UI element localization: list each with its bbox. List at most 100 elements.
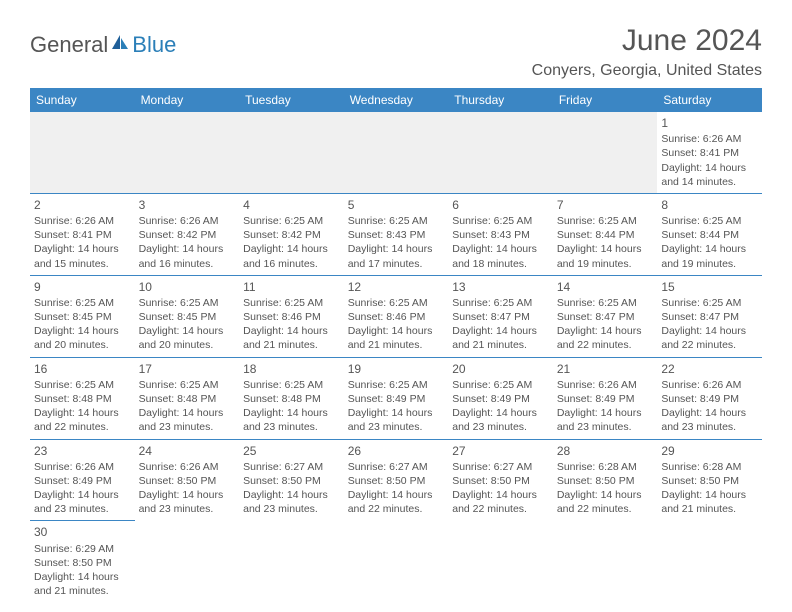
sunrise-text: Sunrise: 6:26 AM (139, 460, 236, 474)
day-number: 10 (139, 279, 236, 295)
daylight-text: Daylight: 14 hours (34, 324, 131, 338)
daylight-text: Daylight: 14 hours (243, 406, 340, 420)
daylight-text: Daylight: 14 hours (557, 406, 654, 420)
sunrise-text: Sunrise: 6:25 AM (452, 296, 549, 310)
calendar-day-cell: 22Sunrise: 6:26 AMSunset: 8:49 PMDayligh… (657, 357, 762, 439)
daylight-text: and 18 minutes. (452, 257, 549, 271)
calendar-day-cell: 13Sunrise: 6:25 AMSunset: 8:47 PMDayligh… (448, 275, 553, 357)
daylight-text: Daylight: 14 hours (34, 488, 131, 502)
day-number: 25 (243, 443, 340, 459)
sunset-text: Sunset: 8:49 PM (452, 392, 549, 406)
daylight-text: Daylight: 14 hours (557, 242, 654, 256)
daylight-text: and 14 minutes. (661, 175, 758, 189)
sunset-text: Sunset: 8:46 PM (243, 310, 340, 324)
calendar-day-cell: 26Sunrise: 6:27 AMSunset: 8:50 PMDayligh… (344, 439, 449, 521)
daylight-text: and 23 minutes. (243, 420, 340, 434)
daylight-text: and 15 minutes. (34, 257, 131, 271)
day-number: 1 (661, 115, 758, 131)
sunrise-text: Sunrise: 6:26 AM (34, 460, 131, 474)
calendar-day-cell: 16Sunrise: 6:25 AMSunset: 8:48 PMDayligh… (30, 357, 135, 439)
calendar-day-cell: 25Sunrise: 6:27 AMSunset: 8:50 PMDayligh… (239, 439, 344, 521)
sunset-text: Sunset: 8:46 PM (348, 310, 445, 324)
calendar-head: Sunday Monday Tuesday Wednesday Thursday… (30, 88, 762, 112)
daylight-text: Daylight: 14 hours (557, 324, 654, 338)
sunset-text: Sunset: 8:48 PM (243, 392, 340, 406)
weekday-header: Thursday (448, 88, 553, 112)
calendar-day-cell: 17Sunrise: 6:25 AMSunset: 8:48 PMDayligh… (135, 357, 240, 439)
calendar-day-cell: 10Sunrise: 6:25 AMSunset: 8:45 PMDayligh… (135, 275, 240, 357)
daylight-text: Daylight: 14 hours (139, 324, 236, 338)
daylight-text: and 22 minutes. (452, 502, 549, 516)
daylight-text: and 21 minutes. (661, 502, 758, 516)
calendar-week-row: 30Sunrise: 6:29 AMSunset: 8:50 PMDayligh… (30, 521, 762, 602)
daylight-text: Daylight: 14 hours (348, 488, 445, 502)
calendar-day-cell: 5Sunrise: 6:25 AMSunset: 8:43 PMDaylight… (344, 193, 449, 275)
sunset-text: Sunset: 8:50 PM (34, 556, 131, 570)
calendar-day-cell: 20Sunrise: 6:25 AMSunset: 8:49 PMDayligh… (448, 357, 553, 439)
daylight-text: Daylight: 14 hours (139, 242, 236, 256)
daylight-text: and 22 minutes. (557, 338, 654, 352)
sunset-text: Sunset: 8:49 PM (348, 392, 445, 406)
daylight-text: and 20 minutes. (34, 338, 131, 352)
daylight-text: Daylight: 14 hours (243, 242, 340, 256)
calendar-day-cell: 1Sunrise: 6:26 AMSunset: 8:41 PMDaylight… (657, 112, 762, 193)
sunrise-text: Sunrise: 6:25 AM (557, 214, 654, 228)
weekday-header: Wednesday (344, 88, 449, 112)
daylight-text: and 23 minutes. (452, 420, 549, 434)
day-number: 13 (452, 279, 549, 295)
daylight-text: and 22 minutes. (661, 338, 758, 352)
day-number: 18 (243, 361, 340, 377)
daylight-text: and 21 minutes. (243, 338, 340, 352)
sunrise-text: Sunrise: 6:25 AM (34, 378, 131, 392)
sunrise-text: Sunrise: 6:25 AM (34, 296, 131, 310)
sail-icon (110, 33, 130, 58)
calendar-day-cell: 12Sunrise: 6:25 AMSunset: 8:46 PMDayligh… (344, 275, 449, 357)
day-number: 9 (34, 279, 131, 295)
logo-text-general: General (30, 32, 108, 58)
sunset-text: Sunset: 8:47 PM (557, 310, 654, 324)
calendar-day-cell (553, 112, 658, 193)
sunset-text: Sunset: 8:41 PM (34, 228, 131, 242)
calendar-day-cell (344, 521, 449, 602)
sunrise-text: Sunrise: 6:26 AM (661, 378, 758, 392)
weekday-header: Monday (135, 88, 240, 112)
sunrise-text: Sunrise: 6:25 AM (348, 296, 445, 310)
daylight-text: and 22 minutes. (34, 420, 131, 434)
sunset-text: Sunset: 8:42 PM (243, 228, 340, 242)
calendar-week-row: 9Sunrise: 6:25 AMSunset: 8:45 PMDaylight… (30, 275, 762, 357)
daylight-text: and 20 minutes. (139, 338, 236, 352)
sunset-text: Sunset: 8:50 PM (557, 474, 654, 488)
calendar-day-cell (553, 521, 658, 602)
logo: General Blue (30, 24, 176, 58)
calendar-day-cell: 18Sunrise: 6:25 AMSunset: 8:48 PMDayligh… (239, 357, 344, 439)
daylight-text: Daylight: 14 hours (661, 242, 758, 256)
calendar-day-cell: 15Sunrise: 6:25 AMSunset: 8:47 PMDayligh… (657, 275, 762, 357)
calendar-day-cell: 2Sunrise: 6:26 AMSunset: 8:41 PMDaylight… (30, 193, 135, 275)
daylight-text: Daylight: 14 hours (661, 406, 758, 420)
daylight-text: and 23 minutes. (661, 420, 758, 434)
daylight-text: Daylight: 14 hours (557, 488, 654, 502)
calendar-day-cell: 19Sunrise: 6:25 AMSunset: 8:49 PMDayligh… (344, 357, 449, 439)
day-number: 7 (557, 197, 654, 213)
daylight-text: Daylight: 14 hours (243, 488, 340, 502)
calendar-day-cell (30, 112, 135, 193)
daylight-text: Daylight: 14 hours (34, 406, 131, 420)
day-number: 30 (34, 524, 131, 540)
sunrise-text: Sunrise: 6:25 AM (243, 296, 340, 310)
calendar-day-cell: 8Sunrise: 6:25 AMSunset: 8:44 PMDaylight… (657, 193, 762, 275)
month-title: June 2024 (532, 24, 762, 58)
daylight-text: and 17 minutes. (348, 257, 445, 271)
daylight-text: Daylight: 14 hours (243, 324, 340, 338)
calendar-day-cell: 7Sunrise: 6:25 AMSunset: 8:44 PMDaylight… (553, 193, 658, 275)
daylight-text: and 23 minutes. (139, 502, 236, 516)
sunset-text: Sunset: 8:44 PM (557, 228, 654, 242)
daylight-text: Daylight: 14 hours (348, 406, 445, 420)
daylight-text: Daylight: 14 hours (348, 242, 445, 256)
sunset-text: Sunset: 8:48 PM (139, 392, 236, 406)
calendar-week-row: 1Sunrise: 6:26 AMSunset: 8:41 PMDaylight… (30, 112, 762, 193)
calendar-day-cell: 27Sunrise: 6:27 AMSunset: 8:50 PMDayligh… (448, 439, 553, 521)
calendar-day-cell: 9Sunrise: 6:25 AMSunset: 8:45 PMDaylight… (30, 275, 135, 357)
daylight-text: and 23 minutes. (243, 502, 340, 516)
calendar-day-cell: 24Sunrise: 6:26 AMSunset: 8:50 PMDayligh… (135, 439, 240, 521)
sunrise-text: Sunrise: 6:25 AM (139, 296, 236, 310)
